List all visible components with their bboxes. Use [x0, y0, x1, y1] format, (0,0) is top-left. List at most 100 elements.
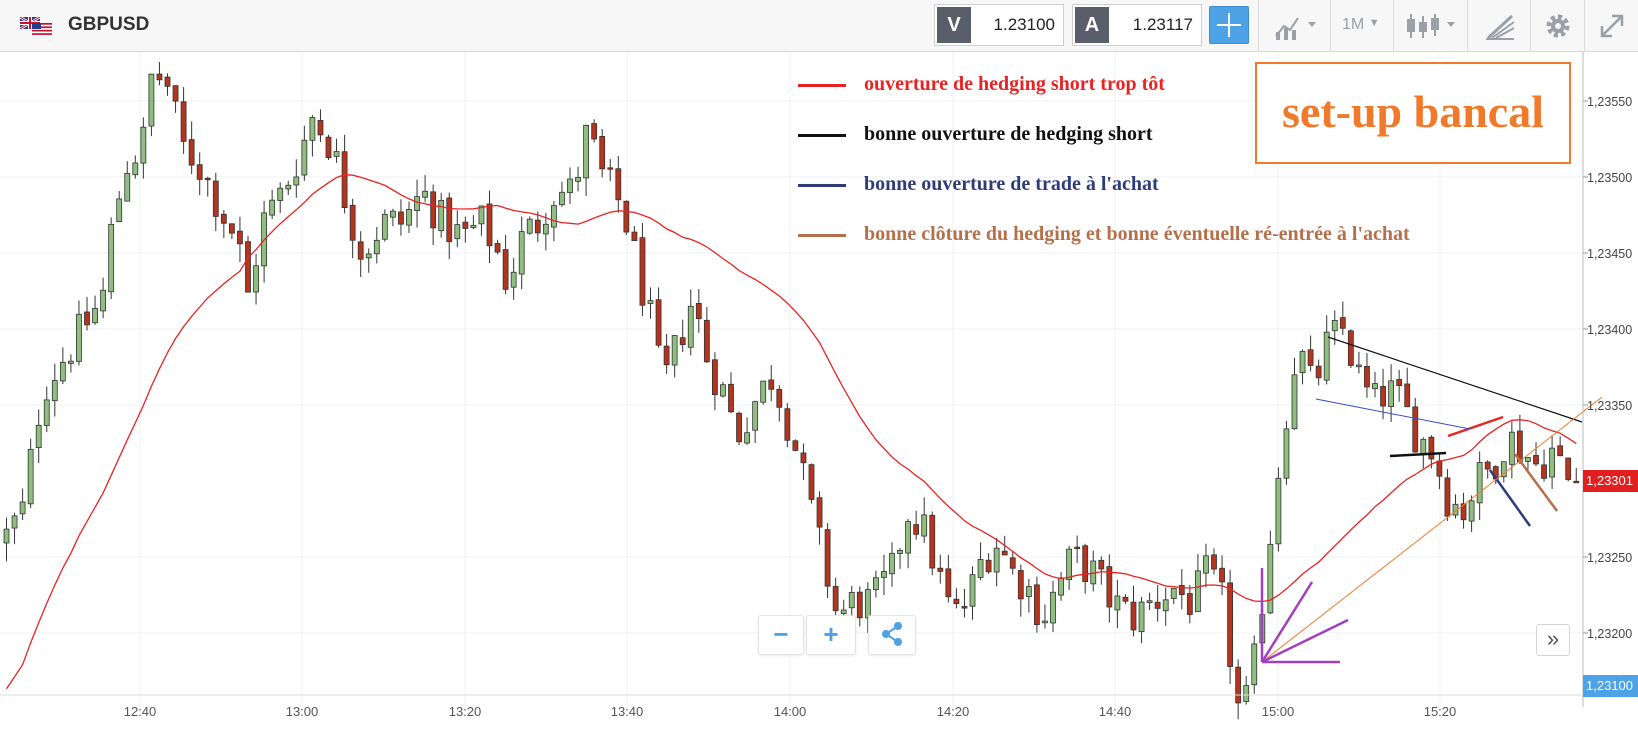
candle-down: [237, 230, 243, 245]
y-tick-label: 1,23200: [1587, 627, 1632, 641]
share-icon: [882, 622, 902, 646]
legend-swatch: [798, 184, 846, 187]
y-tick-label: 1,23350: [1587, 399, 1632, 413]
drawing-tools-button[interactable]: [1478, 8, 1522, 44]
candle-down: [856, 591, 863, 619]
candle-down: [615, 168, 622, 201]
candle-down: [1428, 436, 1435, 460]
candle-up: [478, 205, 485, 225]
top-toolbar: GBPUSD V 1.23100 A 1.23117 1M ▼: [0, 0, 1638, 52]
candle-up: [454, 224, 461, 240]
support-trendline: [1261, 396, 1603, 663]
candle-down: [712, 359, 718, 395]
candle-down: [172, 85, 179, 102]
candle-up: [132, 162, 139, 176]
legend-swatch: [798, 234, 846, 237]
candle-up: [647, 300, 654, 304]
candle-down: [1412, 406, 1419, 453]
candle-down: [1074, 546, 1081, 550]
candle-up: [381, 213, 388, 240]
sell-price-box[interactable]: V 1.23100: [934, 4, 1064, 46]
candle-up: [124, 172, 131, 202]
candle-up: [1267, 543, 1274, 614]
candle-down: [591, 123, 598, 140]
scroll-right-button[interactable]: »: [1536, 624, 1570, 656]
candle-down: [1533, 455, 1539, 465]
candle-down: [679, 337, 686, 345]
candle-down: [486, 203, 493, 247]
candle-down: [1436, 460, 1443, 477]
candle-down: [655, 299, 662, 346]
candle-down: [1235, 666, 1242, 704]
expand-button[interactable]: [1592, 8, 1632, 44]
fan-line: [1261, 618, 1349, 664]
candle-up: [1251, 643, 1258, 686]
moving-average-line: [5, 174, 1577, 690]
candle-up: [293, 176, 300, 186]
candle-up: [575, 176, 581, 182]
candle-up: [551, 205, 557, 228]
timeframe-label: 1M: [1342, 16, 1365, 33]
candle-up: [977, 559, 984, 578]
candle-up: [1042, 620, 1048, 624]
candle-down: [1347, 330, 1354, 366]
candle-up: [11, 515, 18, 529]
price-chart[interactable]: 12:40 13:00 13:20 13:40 14:00 14:20 14:40 15:00…: [0, 52, 1638, 727]
legend-label: bonne ouverture de hedging short: [864, 123, 1153, 145]
candle-up: [253, 265, 259, 293]
candle-down: [1082, 545, 1089, 583]
candles-button[interactable]: [1403, 8, 1461, 44]
candlestick-icon: [1407, 14, 1455, 38]
candle-down: [1339, 317, 1346, 329]
candle-up: [848, 592, 855, 609]
candle-down: [1227, 582, 1233, 667]
candle-down: [325, 136, 332, 159]
candle-up: [59, 361, 66, 382]
x-tick-label: 13:20: [449, 704, 482, 719]
candle-down: [784, 408, 791, 441]
candle-up: [438, 199, 445, 232]
x-tick-label: 13:40: [611, 704, 644, 719]
candle-down: [736, 412, 742, 443]
timeframe-selector[interactable]: 1M ▼: [1342, 16, 1380, 34]
setup-annotation-text: set-up bancal: [1282, 86, 1544, 137]
candle-up: [687, 305, 694, 348]
zoom-out-button[interactable]: −: [758, 615, 804, 655]
candle-up: [881, 571, 887, 578]
candle-down: [212, 180, 219, 217]
candle-up: [285, 184, 292, 190]
candle-up: [1066, 548, 1072, 580]
candle-down: [196, 164, 203, 180]
candle-up: [1195, 570, 1201, 613]
candlestick-chart[interactable]: 12:40 13:00 13:20 13:40 14:00 14:20 14:40 15:00…: [0, 52, 1638, 727]
candle-down: [1178, 584, 1185, 595]
crosshair-button[interactable]: [1209, 6, 1249, 44]
candle-down: [1307, 349, 1314, 366]
candle-down: [1122, 596, 1129, 602]
sell-price: 1.23100: [993, 15, 1055, 34]
candle-down: [1573, 480, 1580, 484]
candle-up: [1050, 591, 1056, 624]
share-button[interactable]: [868, 615, 916, 655]
chart-type-button[interactable]: [1272, 8, 1324, 44]
moving-average-layer: [5, 174, 1577, 690]
candle-up: [1138, 601, 1145, 633]
instrument-symbol[interactable]: GBPUSD: [68, 14, 150, 35]
y-tick-label: 1,23250: [1587, 551, 1632, 565]
candle-down: [703, 319, 710, 363]
zoom-in-button[interactable]: +: [806, 615, 856, 655]
candle-up: [100, 289, 106, 312]
candle-up: [108, 223, 115, 293]
candle-down: [502, 249, 509, 290]
candle-up: [1146, 600, 1153, 603]
candle-down: [631, 231, 638, 241]
toolbar-divider: [1584, 0, 1585, 52]
settings-button[interactable]: [1538, 8, 1578, 44]
buy-price-box[interactable]: A 1.23117: [1072, 4, 1202, 46]
y-tick-label: 1,23550: [1587, 95, 1632, 109]
legend-label: bonne ouverture de trade à l'achat: [864, 173, 1159, 195]
expand-icon: [1600, 14, 1624, 38]
candle-up: [720, 384, 726, 397]
y-tick-label: 1,23500: [1587, 171, 1632, 185]
candle-down: [1460, 503, 1467, 521]
